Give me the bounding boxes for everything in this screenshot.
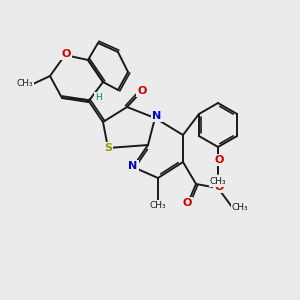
Text: O: O <box>137 86 147 96</box>
Text: S: S <box>104 143 112 153</box>
Text: CH₃: CH₃ <box>150 200 166 209</box>
Text: O: O <box>182 198 192 208</box>
Text: CH₃: CH₃ <box>210 178 226 187</box>
Text: CH₃: CH₃ <box>232 202 248 211</box>
Text: N: N <box>152 111 162 121</box>
Text: O: O <box>61 49 71 59</box>
Text: H: H <box>94 92 101 101</box>
Text: O: O <box>214 155 224 165</box>
Text: CH₃: CH₃ <box>17 80 33 88</box>
Text: N: N <box>128 161 138 171</box>
Text: O: O <box>214 182 224 192</box>
